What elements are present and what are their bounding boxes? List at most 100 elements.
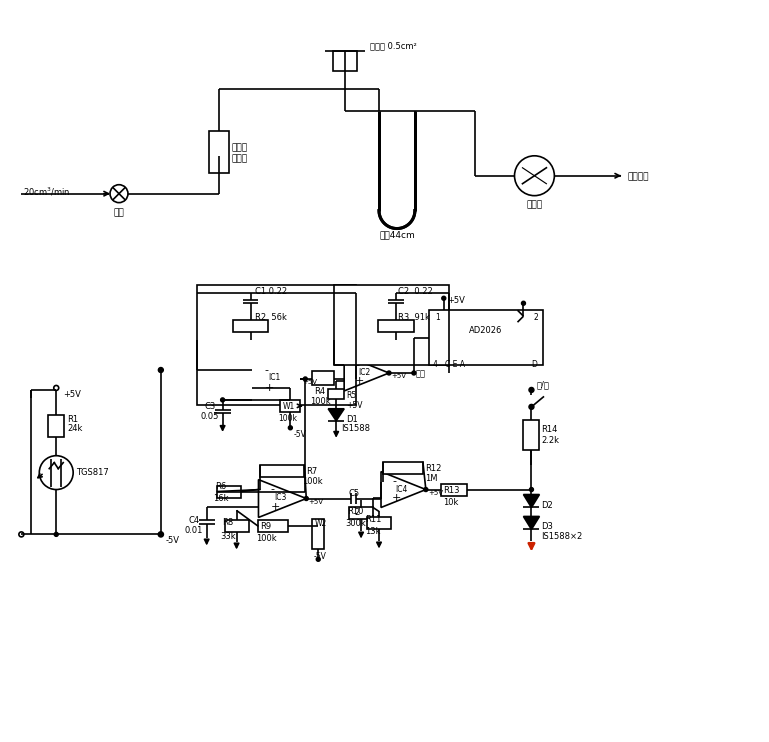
Bar — [328, 389, 345, 398]
Circle shape — [441, 296, 446, 301]
Text: D3: D3 — [541, 522, 553, 531]
Text: +5V: +5V — [428, 490, 443, 496]
Text: 2: 2 — [354, 508, 359, 517]
Circle shape — [529, 487, 534, 491]
Text: +: + — [265, 383, 274, 393]
Text: D: D — [531, 360, 538, 369]
Text: D1: D1 — [346, 415, 358, 424]
Text: R9: R9 — [261, 522, 271, 531]
Text: 4: 4 — [433, 360, 438, 369]
Text: 100k: 100k — [278, 414, 298, 423]
Text: IS1588: IS1588 — [341, 424, 370, 433]
Circle shape — [529, 404, 534, 410]
Circle shape — [221, 398, 225, 402]
Text: D2: D2 — [541, 501, 553, 510]
Text: TGS817: TGS817 — [76, 468, 109, 477]
Text: 33k: 33k — [221, 533, 236, 542]
Circle shape — [387, 371, 391, 375]
Text: 20cm$^3$/min: 20cm$^3$/min — [23, 186, 71, 198]
Text: IC2: IC2 — [358, 369, 370, 378]
Text: C4: C4 — [188, 516, 200, 525]
Bar — [261, 464, 305, 476]
Bar — [383, 462, 423, 473]
Text: 柱管44cm: 柱管44cm — [379, 231, 414, 240]
Bar — [208, 131, 228, 173]
Text: -: - — [355, 360, 359, 370]
Text: R8: R8 — [222, 519, 234, 528]
Bar — [367, 517, 391, 529]
Text: -: - — [392, 476, 396, 487]
Bar — [217, 485, 241, 498]
Circle shape — [305, 496, 308, 501]
Text: 1: 1 — [434, 313, 440, 322]
Text: C3: C3 — [205, 402, 216, 411]
Text: +5V: +5V — [308, 499, 323, 505]
Circle shape — [424, 487, 428, 491]
Text: R13: R13 — [443, 485, 459, 495]
Text: 转换窑: 转换窑 — [526, 200, 542, 210]
Bar — [335, 286, 449, 365]
Bar — [232, 321, 268, 332]
Bar — [225, 520, 248, 533]
Text: +: + — [392, 493, 401, 502]
Text: 0.01: 0.01 — [185, 526, 203, 536]
Text: 300k: 300k — [345, 519, 366, 528]
Text: R7: R7 — [306, 467, 318, 476]
Text: 2.2k: 2.2k — [541, 436, 559, 444]
Text: C2  0.22: C2 0.22 — [398, 287, 433, 296]
Bar — [333, 51, 357, 71]
Text: IC4: IC4 — [394, 485, 407, 494]
Text: 1M: 1M — [424, 473, 438, 482]
Text: -5V: -5V — [293, 430, 306, 439]
Text: W1: W1 — [282, 402, 295, 411]
Text: 针阀: 针阀 — [114, 209, 125, 217]
Text: R14: R14 — [541, 425, 558, 434]
Bar — [378, 321, 414, 332]
Text: IS1588×2: IS1588×2 — [541, 533, 583, 542]
Text: R10: R10 — [347, 508, 364, 516]
Text: R3  91k: R3 91k — [398, 313, 430, 322]
Bar — [312, 519, 325, 549]
Bar — [197, 286, 356, 405]
Text: 100k: 100k — [302, 476, 323, 485]
Bar — [258, 520, 288, 533]
Text: -5V: -5V — [313, 552, 326, 561]
Circle shape — [412, 371, 416, 375]
Circle shape — [55, 533, 58, 536]
Bar — [281, 400, 301, 412]
Polygon shape — [328, 409, 345, 421]
Circle shape — [158, 367, 163, 372]
Text: 100k: 100k — [257, 534, 277, 543]
Text: R1: R1 — [67, 415, 78, 424]
Text: 10k: 10k — [443, 498, 458, 507]
Text: R12: R12 — [424, 464, 441, 473]
Text: 100k: 100k — [310, 397, 331, 406]
Text: 浮子式: 浮子式 — [231, 143, 248, 152]
Polygon shape — [524, 516, 539, 529]
Text: +5V: +5V — [346, 401, 363, 410]
Text: -5V: -5V — [166, 536, 180, 545]
Bar — [441, 484, 467, 496]
Text: R6: R6 — [215, 482, 226, 490]
Circle shape — [521, 301, 525, 305]
Circle shape — [529, 387, 534, 393]
Circle shape — [303, 377, 308, 381]
Text: IC1: IC1 — [268, 373, 281, 382]
Text: +5V: +5V — [447, 296, 464, 305]
Text: R4: R4 — [315, 387, 325, 396]
Text: 到传感器: 到传感器 — [627, 173, 648, 182]
Circle shape — [316, 557, 320, 561]
Text: 流量计: 流量计 — [231, 155, 248, 164]
Text: C5: C5 — [348, 488, 359, 498]
Text: 开/关: 开/关 — [537, 380, 549, 389]
Text: +5V: +5V — [63, 390, 81, 399]
Text: 仪表: 仪表 — [416, 369, 426, 378]
Text: -: - — [271, 485, 275, 495]
Text: IC3: IC3 — [275, 493, 287, 502]
Text: 2: 2 — [534, 313, 538, 322]
Bar — [349, 508, 373, 519]
Text: 16k: 16k — [213, 493, 228, 502]
Text: 24k: 24k — [67, 424, 82, 433]
Bar — [312, 371, 335, 385]
Text: W2: W2 — [315, 519, 327, 528]
